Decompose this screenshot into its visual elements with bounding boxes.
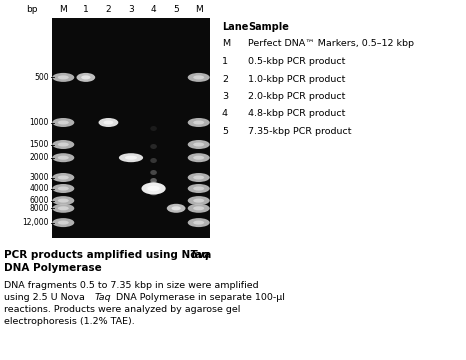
Text: 1500: 1500	[30, 140, 49, 149]
Text: DNA Polymerase in separate 100-μl: DNA Polymerase in separate 100-μl	[113, 293, 285, 302]
Text: PCR products amplified using Nova: PCR products amplified using Nova	[4, 250, 212, 260]
Ellipse shape	[52, 173, 74, 182]
Ellipse shape	[142, 183, 166, 194]
Text: 3000: 3000	[29, 173, 49, 182]
Ellipse shape	[150, 144, 157, 149]
Text: 2: 2	[222, 75, 228, 84]
Ellipse shape	[58, 143, 69, 147]
Ellipse shape	[58, 221, 69, 225]
Text: using 2.5 U Nova: using 2.5 U Nova	[4, 293, 85, 302]
Text: 4: 4	[222, 109, 228, 118]
Ellipse shape	[146, 181, 161, 195]
Text: 5: 5	[222, 127, 228, 136]
Ellipse shape	[193, 221, 204, 225]
Ellipse shape	[148, 186, 160, 191]
Ellipse shape	[52, 196, 74, 205]
Text: 4: 4	[151, 5, 157, 14]
Bar	[52, 18, 210, 238]
Ellipse shape	[193, 143, 204, 147]
Ellipse shape	[58, 121, 69, 125]
Ellipse shape	[193, 175, 204, 180]
Text: 500: 500	[34, 73, 49, 82]
Text: 3: 3	[128, 5, 134, 14]
Text: M: M	[222, 40, 230, 49]
Ellipse shape	[193, 156, 204, 160]
Ellipse shape	[52, 184, 74, 193]
Ellipse shape	[193, 206, 204, 210]
Ellipse shape	[98, 118, 118, 127]
Ellipse shape	[58, 206, 69, 210]
Ellipse shape	[58, 199, 69, 203]
Ellipse shape	[188, 140, 210, 149]
Ellipse shape	[58, 175, 69, 180]
Text: 2: 2	[106, 5, 111, 14]
Ellipse shape	[52, 204, 74, 213]
Ellipse shape	[150, 158, 157, 163]
Text: 2.0-kbp PCR product: 2.0-kbp PCR product	[248, 92, 345, 101]
Ellipse shape	[188, 153, 210, 162]
Text: M: M	[59, 5, 67, 14]
Text: 6000: 6000	[29, 196, 49, 205]
Ellipse shape	[76, 73, 95, 82]
Ellipse shape	[171, 206, 181, 210]
Ellipse shape	[52, 73, 74, 82]
Ellipse shape	[193, 186, 204, 190]
Ellipse shape	[188, 184, 210, 193]
Text: 2000: 2000	[30, 153, 49, 162]
Text: DNA fragments 0.5 to 7.35 kbp in size were amplified: DNA fragments 0.5 to 7.35 kbp in size we…	[4, 281, 259, 290]
Ellipse shape	[193, 75, 204, 80]
Text: 1.0-kbp PCR product: 1.0-kbp PCR product	[248, 75, 345, 84]
Text: electrophoresis (1.2% TAE).: electrophoresis (1.2% TAE).	[4, 317, 135, 326]
Ellipse shape	[188, 118, 210, 127]
Text: Sample: Sample	[248, 22, 289, 32]
Ellipse shape	[52, 140, 74, 149]
Text: Lane: Lane	[222, 22, 248, 32]
Ellipse shape	[188, 173, 210, 182]
Ellipse shape	[188, 73, 210, 82]
Ellipse shape	[188, 196, 210, 205]
Text: 1: 1	[222, 57, 228, 66]
Text: 4000: 4000	[29, 184, 49, 193]
Ellipse shape	[103, 121, 113, 125]
Ellipse shape	[58, 75, 69, 80]
Text: 8000: 8000	[30, 204, 49, 213]
Ellipse shape	[150, 126, 157, 131]
Text: 1: 1	[83, 5, 89, 14]
Ellipse shape	[52, 153, 74, 162]
Text: M: M	[195, 5, 203, 14]
Ellipse shape	[188, 204, 210, 213]
Text: DNA Polymerase: DNA Polymerase	[4, 263, 102, 273]
Text: Taq: Taq	[190, 250, 210, 260]
Ellipse shape	[58, 156, 69, 160]
Text: 0.5-kbp PCR product: 0.5-kbp PCR product	[248, 57, 345, 66]
Ellipse shape	[193, 199, 204, 203]
Ellipse shape	[125, 156, 137, 160]
Text: 1000: 1000	[30, 118, 49, 127]
Text: 7.35-kbp PCR product: 7.35-kbp PCR product	[248, 127, 351, 136]
Ellipse shape	[193, 121, 204, 125]
Text: Perfect DNA™ Markers, 0.5–12 kbp: Perfect DNA™ Markers, 0.5–12 kbp	[248, 40, 414, 49]
Text: 5: 5	[173, 5, 179, 14]
Text: 3: 3	[222, 92, 228, 101]
Text: 12,000: 12,000	[22, 218, 49, 227]
Ellipse shape	[119, 153, 143, 162]
Ellipse shape	[150, 178, 157, 183]
Ellipse shape	[52, 218, 74, 227]
Text: 4.8-kbp PCR product: 4.8-kbp PCR product	[248, 109, 345, 118]
Text: bp: bp	[26, 5, 38, 14]
Ellipse shape	[81, 75, 90, 80]
Ellipse shape	[188, 218, 210, 227]
Ellipse shape	[58, 186, 69, 190]
Ellipse shape	[167, 204, 185, 213]
Text: Taq: Taq	[95, 293, 112, 302]
Ellipse shape	[52, 118, 74, 127]
Text: reactions. Products were analyzed by agarose gel: reactions. Products were analyzed by aga…	[4, 305, 240, 314]
Ellipse shape	[150, 170, 157, 175]
